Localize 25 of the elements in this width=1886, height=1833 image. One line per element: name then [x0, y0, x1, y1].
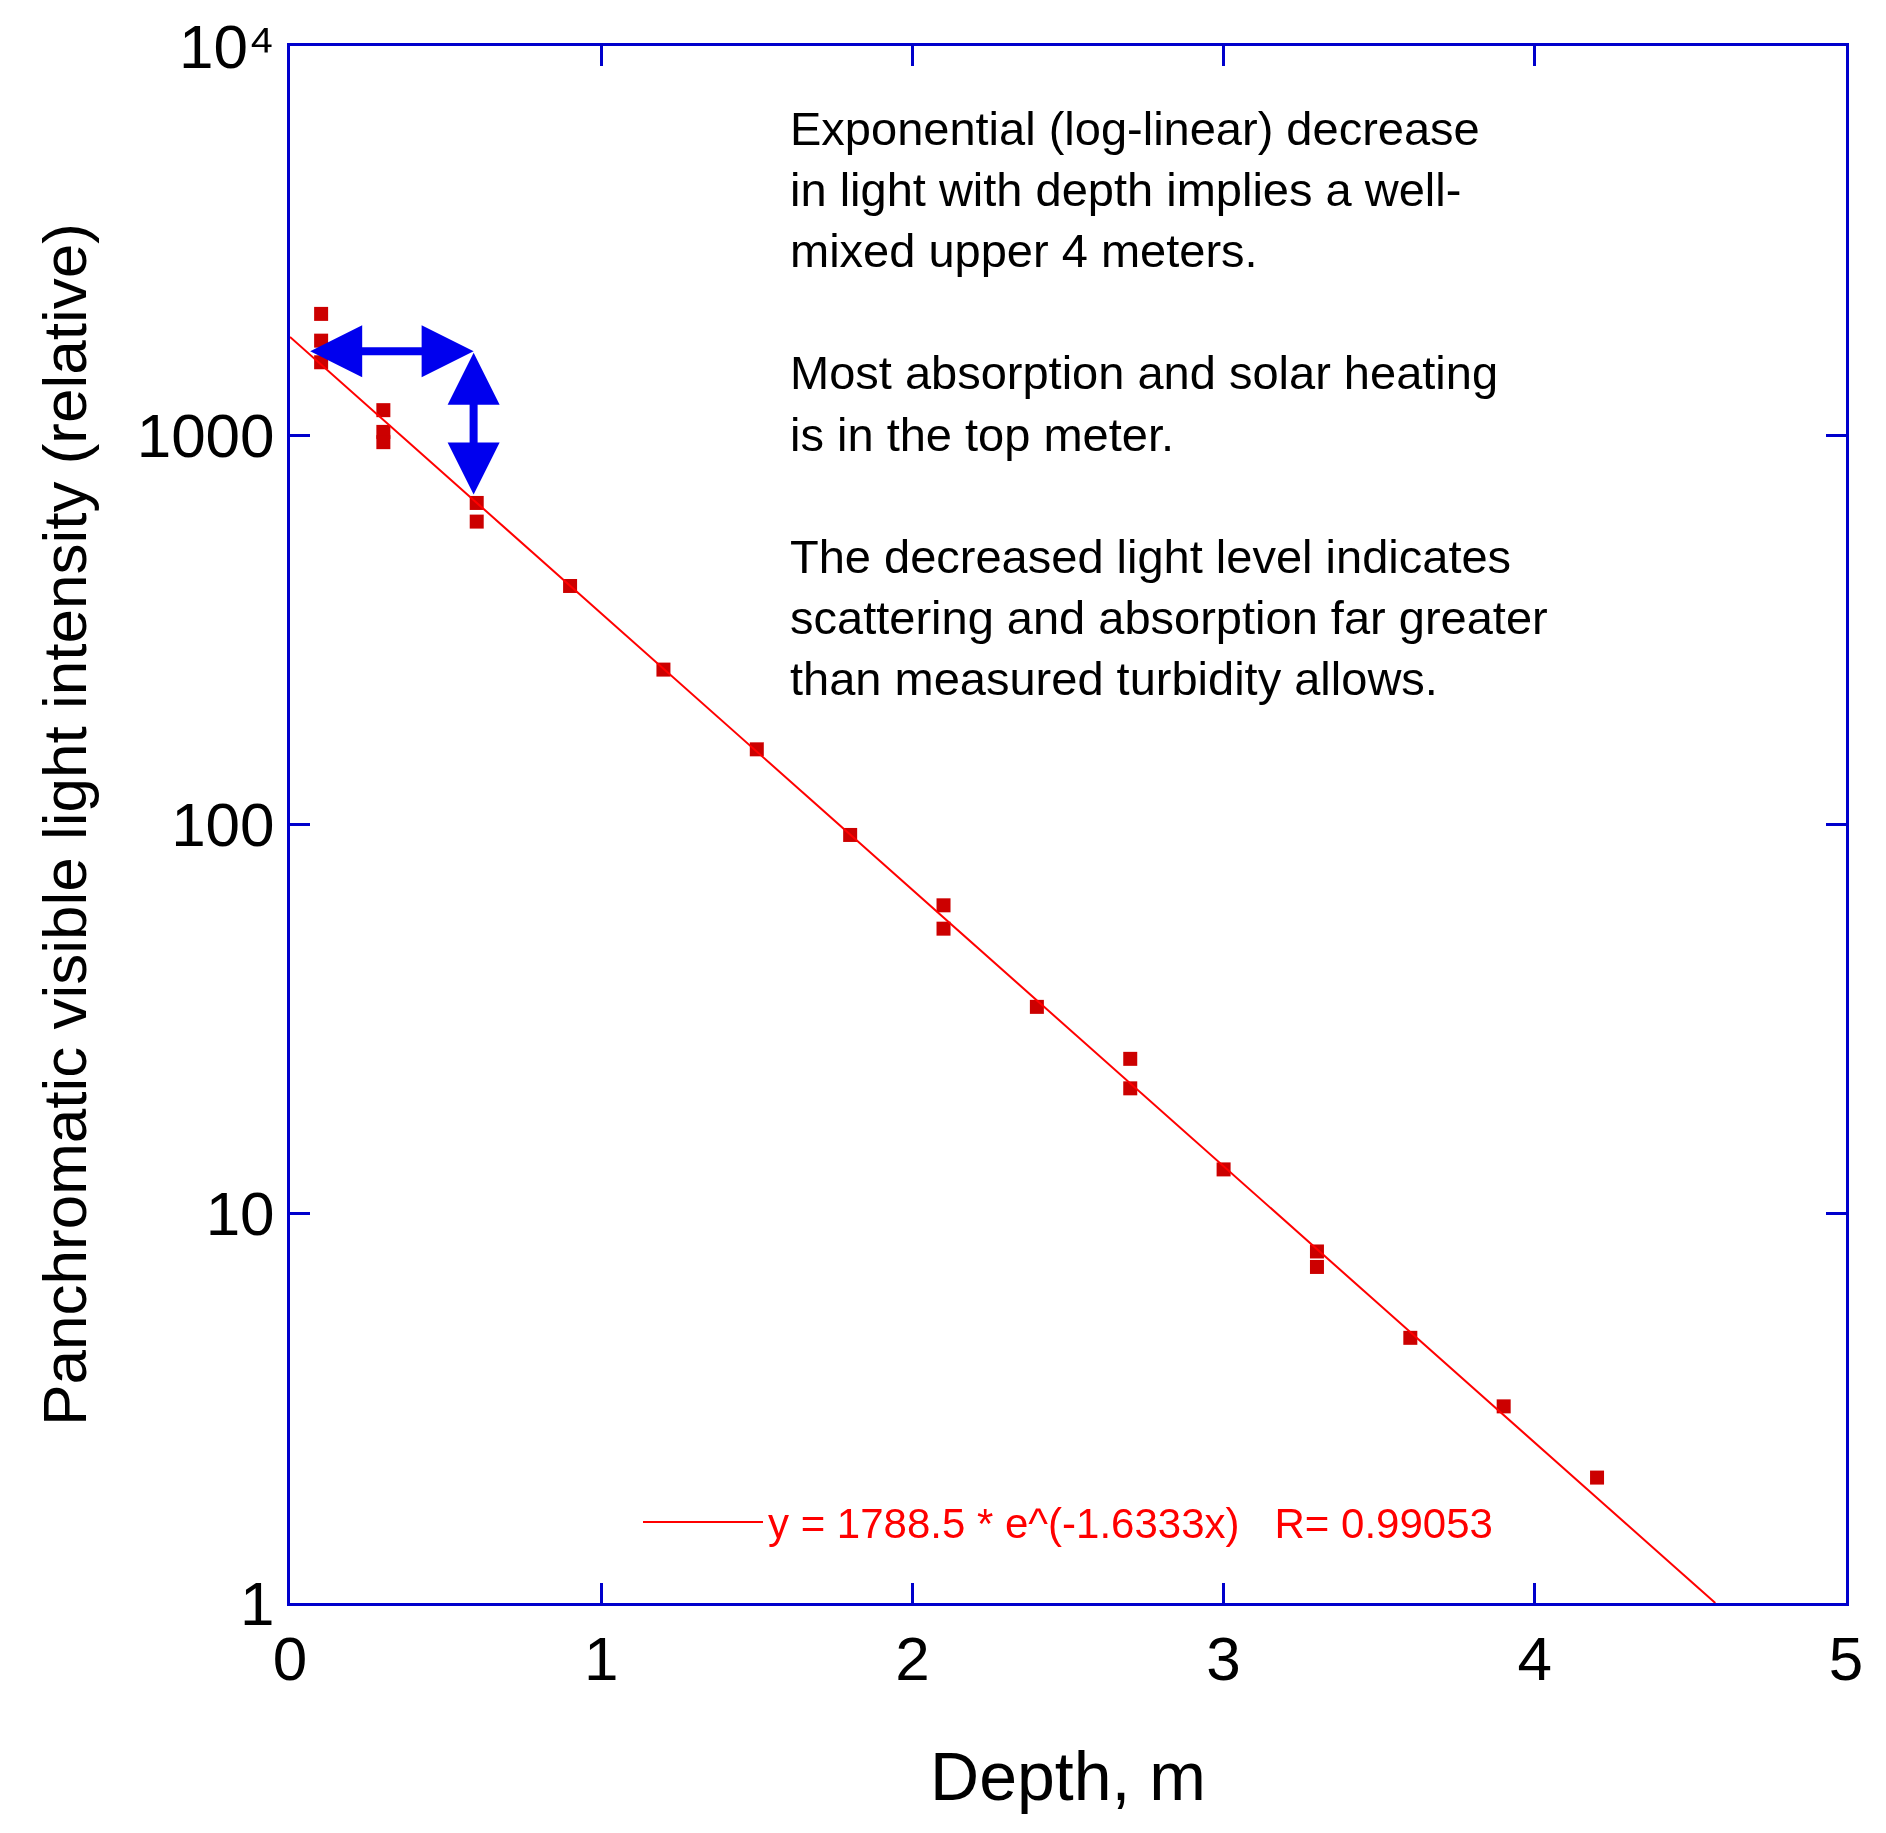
x-tick-label: 0	[272, 1624, 308, 1694]
legend-label: y = 1788.5 * e^(-1.6333x) R= 0.99053	[768, 1500, 1493, 1548]
text: Exponential (log-linear) decrease in light with depth implies a well- mixed upper 4 meters. Most absorption and solar heating is in the top meter. The decreased light level indicates scattering and absorption far greater than measured turbidity allows.	[790, 102, 1548, 705]
point	[936, 921, 951, 936]
x-tick-label: 2	[895, 1624, 930, 1694]
y-tick-label: 1	[240, 1568, 275, 1638]
y-tick-label: 10⁴	[178, 11, 275, 81]
x-tick-label: 1	[583, 1624, 619, 1694]
y-tick-label: 1000	[136, 400, 275, 470]
point	[936, 898, 951, 913]
point	[1123, 1051, 1138, 1066]
x-tick-label: 3	[1206, 1624, 1241, 1694]
point	[1496, 1399, 1511, 1414]
point	[469, 514, 484, 529]
point	[314, 306, 329, 321]
y-tick-label: 10	[205, 1179, 275, 1249]
point	[376, 435, 391, 450]
y-axis-title: Panchromatic visible light intensity (relative)	[30, 223, 100, 1426]
y-tick-label: 100	[171, 790, 275, 860]
point	[1309, 1259, 1324, 1274]
x-axis-title: Depth, m	[930, 1737, 1206, 1814]
x-tick-label: 5	[1828, 1624, 1864, 1694]
x-tick-label: 4	[1517, 1624, 1553, 1694]
point	[1590, 1470, 1605, 1485]
point	[376, 403, 391, 418]
